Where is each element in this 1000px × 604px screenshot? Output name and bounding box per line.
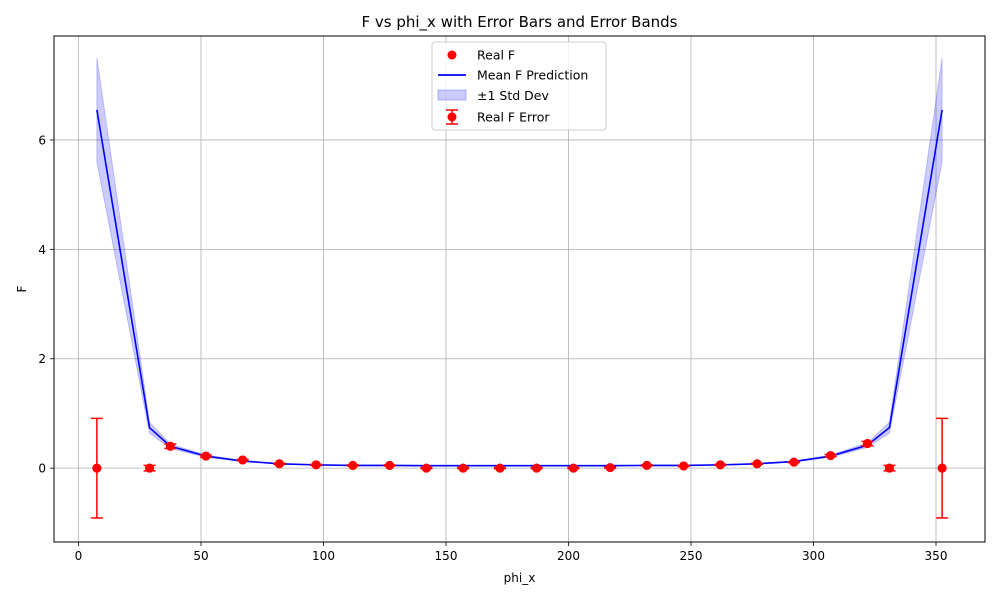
- real-f-point: [532, 463, 542, 473]
- legend-frame: [431, 41, 607, 131]
- x-tick-label: 100: [312, 549, 335, 563]
- real-f-point: [92, 463, 102, 473]
- x-tick-label: 200: [557, 549, 580, 563]
- legend-label-mean-f: Mean F Prediction: [477, 68, 588, 83]
- real-f-point: [458, 463, 468, 473]
- real-f-point: [201, 451, 211, 461]
- x-tick-label: 300: [802, 549, 825, 563]
- legend-item-real-f: Real F: [447, 48, 515, 63]
- real-f-point: [884, 463, 894, 473]
- legend-item-std-dev: ±1 Std Dev: [437, 88, 549, 103]
- real-f-point: [568, 463, 578, 473]
- real-f-point: [165, 441, 175, 451]
- real-f-point: [145, 463, 155, 473]
- legend-marker-std-dev: [437, 89, 467, 101]
- legend-marker-real-f: [447, 50, 457, 60]
- legend-item-mean-f: Mean F Prediction: [438, 68, 588, 83]
- real-f-point: [937, 463, 947, 473]
- real-f-point: [862, 439, 872, 449]
- y-tick-label: 0: [38, 462, 46, 476]
- real-f-point: [238, 455, 248, 465]
- real-f-point: [311, 460, 321, 470]
- y-axis-label: F: [15, 285, 29, 292]
- legend: Real F Mean F Prediction ±1 Std Dev Real…: [431, 41, 607, 131]
- real-f-point: [348, 460, 358, 470]
- real-f-point: [385, 460, 395, 470]
- x-tick-label: 150: [435, 549, 458, 563]
- grid: [54, 36, 985, 542]
- real-f-point: [789, 457, 799, 467]
- y-tick-label: 2: [38, 352, 46, 366]
- legend-marker-error-point: [447, 112, 457, 122]
- real-f-point: [495, 463, 505, 473]
- chart-title: F vs phi_x with Error Bars and Error Ban…: [362, 13, 678, 32]
- real-f-point: [752, 459, 762, 469]
- x-tick-label: 250: [680, 549, 703, 563]
- plot-area-frame: [53, 35, 986, 543]
- mean-prediction-line: [96, 109, 943, 467]
- legend-label-std-dev: ±1 Std Dev: [477, 88, 549, 103]
- real-f-point: [274, 459, 284, 469]
- x-axis-label: phi_x: [504, 571, 536, 585]
- axis-ticks: 0 50 100 150 200 250 300 350 0 2 4 6: [38, 133, 947, 563]
- x-tick-label: 0: [75, 549, 83, 563]
- legend-label-real-f: Real F: [477, 48, 515, 63]
- x-tick-label: 50: [193, 549, 208, 563]
- legend-item-real-f-error: Real F Error: [446, 109, 550, 125]
- real-f-point: [715, 460, 725, 470]
- x-tick-label: 350: [925, 549, 948, 563]
- real-f-point: [679, 461, 689, 471]
- real-f-point: [826, 451, 836, 461]
- real-f-point: [605, 463, 615, 473]
- real-f-point: [421, 463, 431, 473]
- y-tick-label: 6: [38, 133, 46, 147]
- y-tick-label: 4: [38, 243, 46, 257]
- real-point-layer: [92, 439, 947, 473]
- legend-label-real-f-error: Real F Error: [477, 110, 550, 125]
- mean-line-layer: [96, 109, 943, 467]
- real-f-point: [642, 460, 652, 470]
